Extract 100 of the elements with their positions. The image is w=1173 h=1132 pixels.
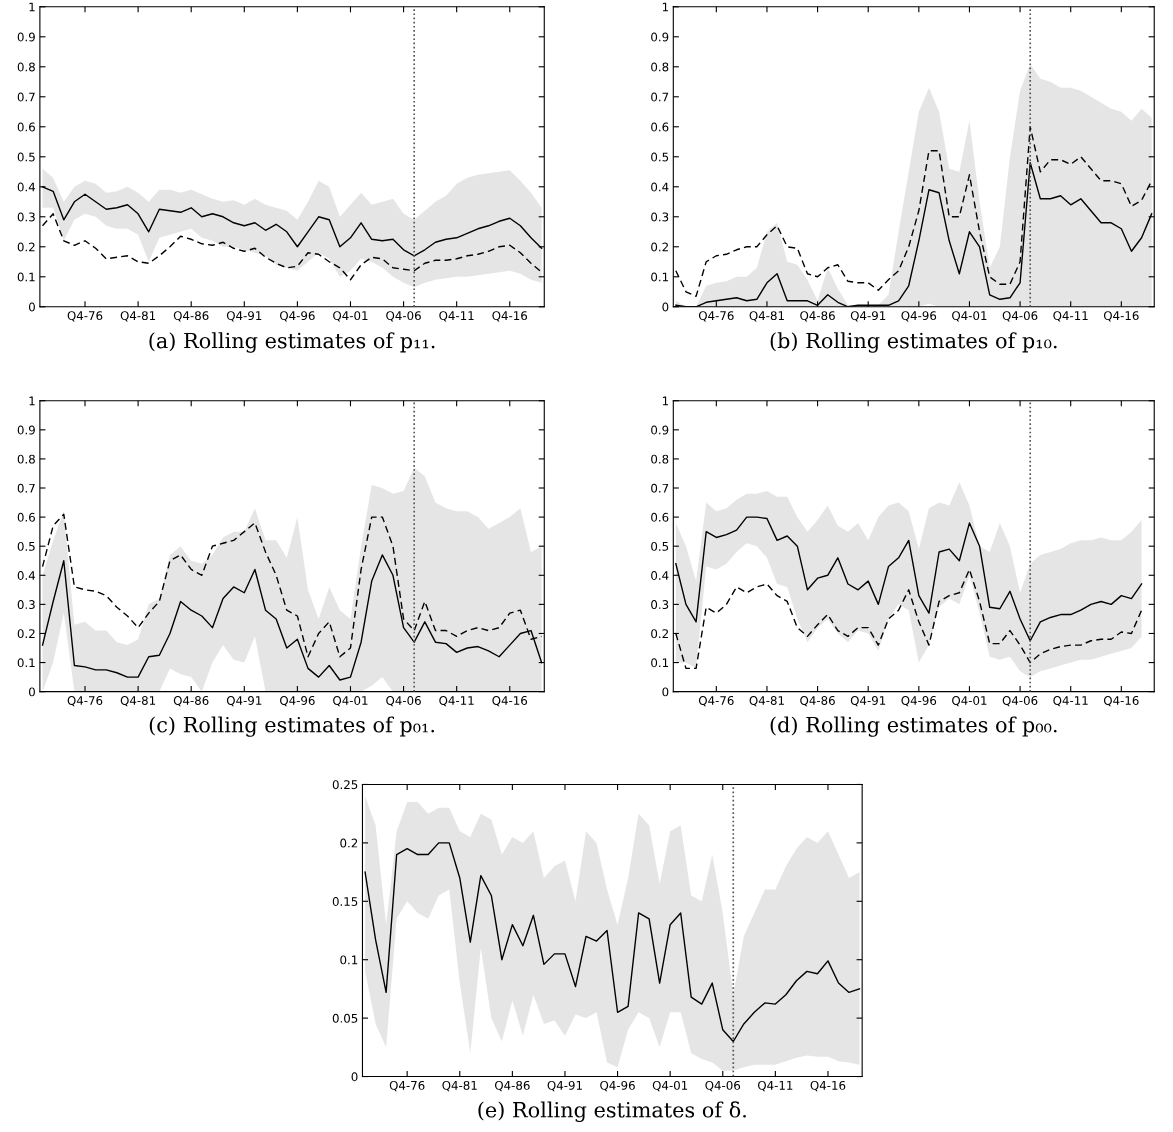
x-tick-label: Q4-06 bbox=[705, 1080, 741, 1092]
x-tick-label: Q4-86 bbox=[173, 311, 209, 322]
x-tick-label: Q4-91 bbox=[850, 311, 886, 322]
x-tick-label: Q4-91 bbox=[226, 696, 262, 707]
y-tick-label: 0.1 bbox=[340, 955, 358, 965]
x-tick-label: Q4-76 bbox=[67, 696, 103, 707]
y-tick-label: 0 bbox=[662, 302, 669, 312]
y-tick-label: 0 bbox=[662, 687, 669, 697]
x-tick-label: Q4-81 bbox=[120, 311, 156, 322]
x-tick-label: Q4-16 bbox=[810, 1080, 846, 1092]
text: (e) Rolling estimates of δ. bbox=[478, 1101, 746, 1122]
x-tick-label: Q4-01 bbox=[952, 311, 987, 322]
x-tick-label: Q4-96 bbox=[901, 311, 937, 322]
x-tick-label: Q4-81 bbox=[120, 696, 156, 707]
x-tick-label: Q4-16 bbox=[492, 311, 528, 322]
x-tick-label: Q4-81 bbox=[749, 311, 784, 322]
y-tick-label: 0.9 bbox=[17, 32, 35, 42]
x-tick-label: Q4-86 bbox=[800, 311, 835, 322]
y-tick-label: 0 bbox=[28, 302, 35, 312]
y-tick-label: 0.5 bbox=[17, 152, 35, 162]
y-tick-label: 0.4 bbox=[651, 571, 669, 580]
y-tick-label: 0.8 bbox=[651, 62, 669, 72]
y-tick-label: 0.8 bbox=[17, 62, 35, 72]
y-tick-label: 0.2 bbox=[651, 242, 668, 252]
x-tick-label: Q4-76 bbox=[698, 696, 734, 707]
x-tick-label: Q4-06 bbox=[1002, 696, 1038, 707]
y-tick-label: 1 bbox=[29, 396, 35, 406]
x-tick-label: Q4-06 bbox=[1002, 311, 1038, 322]
y-tick-label: 0.1 bbox=[651, 272, 669, 282]
x-tick-label: Q4-76 bbox=[67, 311, 103, 322]
y-tick-label: 0.6 bbox=[17, 512, 35, 522]
y-tick-label: 0.4 bbox=[17, 182, 36, 192]
x-tick-label: Q4-91 bbox=[850, 696, 886, 707]
x-tick-label: Q4-81 bbox=[749, 696, 784, 707]
y-tick-label: 0.7 bbox=[651, 483, 669, 493]
x-tick-label: Q4-96 bbox=[600, 1080, 635, 1092]
y-tick-label: 0.1 bbox=[17, 658, 35, 668]
x-tick-label: Q4-16 bbox=[1103, 696, 1139, 707]
y-tick-label: 0.1 bbox=[17, 272, 35, 282]
y-tick-label: 0.4 bbox=[17, 571, 36, 580]
x-tick-label: Q4-76 bbox=[698, 311, 734, 322]
x-tick-label: Q4-01 bbox=[652, 1080, 688, 1092]
x-tick-label: Q4-91 bbox=[547, 1080, 582, 1092]
text: (c) Rolling estimates of p₀₁. bbox=[149, 716, 435, 737]
y-tick-label: 0.6 bbox=[17, 122, 35, 132]
y-tick-label: 0.2 bbox=[17, 242, 35, 252]
y-tick-label: 0.3 bbox=[651, 600, 669, 610]
x-tick-label: Q4-11 bbox=[757, 1080, 793, 1092]
y-tick-label: 0.6 bbox=[651, 122, 669, 132]
x-tick-label: Q4-11 bbox=[439, 696, 474, 707]
x-tick-label: Q4-01 bbox=[333, 311, 368, 322]
y-tick-label: 0.8 bbox=[651, 454, 669, 464]
y-tick-label: 0.3 bbox=[651, 212, 669, 222]
y-tick-label: 0.3 bbox=[17, 600, 35, 610]
x-tick-label: Q4-91 bbox=[226, 311, 262, 322]
y-tick-label: 0.9 bbox=[17, 425, 35, 435]
x-tick-label: Q4-76 bbox=[389, 1080, 425, 1092]
y-tick-label: 0.6 bbox=[651, 512, 669, 522]
text: (a) Rolling estimates of p₁₁. bbox=[149, 332, 435, 353]
y-tick-label: 0.9 bbox=[651, 425, 669, 435]
y-tick-label: 0.9 bbox=[651, 32, 669, 42]
y-tick-label: 1 bbox=[29, 2, 35, 12]
x-tick-label: Q4-01 bbox=[952, 696, 987, 707]
y-tick-label: 0.15 bbox=[332, 897, 358, 906]
y-tick-label: 0.05 bbox=[332, 1013, 358, 1023]
x-tick-label: Q4-11 bbox=[1053, 696, 1088, 707]
y-tick-label: 0.4 bbox=[651, 182, 669, 192]
y-tick-label: 0.5 bbox=[17, 541, 35, 551]
y-tick-label: 0.3 bbox=[17, 212, 35, 222]
x-tick-label: Q4-86 bbox=[494, 1080, 530, 1092]
y-tick-label: 0.5 bbox=[651, 152, 669, 162]
y-tick-label: 1 bbox=[662, 2, 669, 12]
x-tick-label: Q4-11 bbox=[1053, 311, 1088, 322]
y-tick-label: 1 bbox=[662, 396, 669, 406]
x-tick-label: Q4-96 bbox=[280, 311, 315, 322]
x-tick-label: Q4-06 bbox=[386, 696, 421, 707]
y-tick-label: 0.5 bbox=[651, 541, 669, 551]
x-tick-label: Q4-86 bbox=[173, 696, 209, 707]
y-tick-label: 0.7 bbox=[17, 92, 35, 102]
y-tick-label: 0 bbox=[28, 687, 35, 697]
y-tick-label: 0.8 bbox=[17, 454, 35, 464]
y-tick-label: 0.2 bbox=[340, 838, 358, 848]
x-tick-label: Q4-16 bbox=[1103, 311, 1139, 322]
x-tick-label: Q4-11 bbox=[439, 311, 474, 322]
x-tick-label: Q4-06 bbox=[386, 311, 421, 322]
y-tick-label: 0.1 bbox=[651, 658, 669, 668]
text: (b) Rolling estimates of p₁₀. bbox=[770, 332, 1057, 353]
x-tick-label: Q4-86 bbox=[800, 696, 835, 707]
y-tick-label: 0.7 bbox=[651, 92, 669, 102]
x-tick-label: Q4-96 bbox=[280, 696, 315, 707]
x-tick-label: Q4-01 bbox=[333, 696, 368, 707]
x-tick-label: Q4-16 bbox=[492, 696, 528, 707]
x-tick-label: Q4-96 bbox=[901, 696, 937, 707]
text: (d) Rolling estimates of p₀₀. bbox=[770, 716, 1057, 737]
y-tick-label: 0.2 bbox=[651, 629, 668, 639]
x-tick-label: Q4-81 bbox=[442, 1080, 477, 1092]
y-tick-label: 0.2 bbox=[17, 629, 35, 639]
y-tick-label: 0.7 bbox=[17, 483, 35, 493]
y-tick-label: 0 bbox=[351, 1072, 358, 1082]
y-tick-label: 0.25 bbox=[332, 780, 358, 790]
